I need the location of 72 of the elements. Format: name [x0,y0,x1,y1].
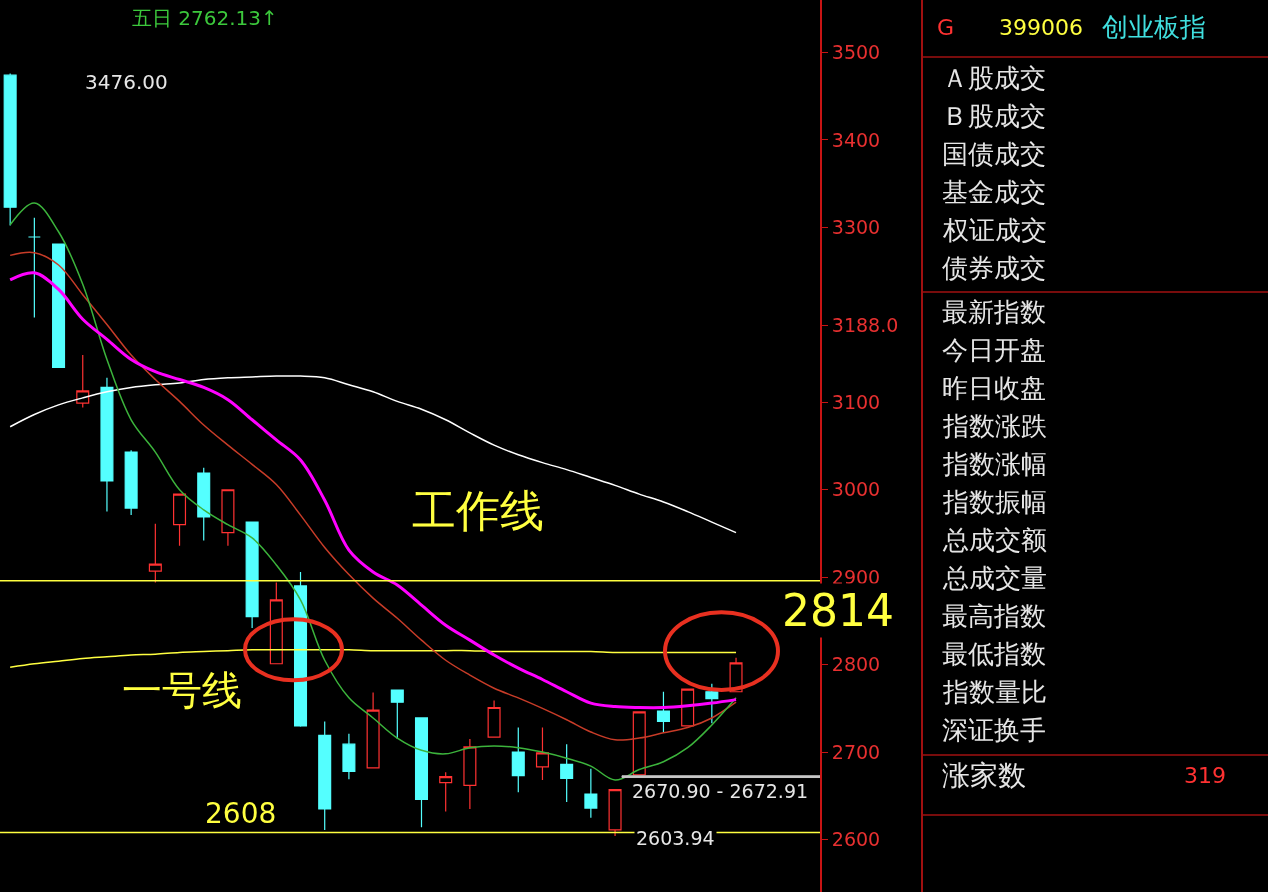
line-series [9,202,737,781]
candlestick [681,688,695,727]
annotation: 五日 2762.13↑ [132,6,278,30]
y-tick-label: 3100 [831,390,881,413]
text: 创业板指 [1102,12,1206,42]
text: 基金成交 [942,177,1046,207]
y-tick-label: 3000 [831,478,881,501]
candlestick [124,449,138,516]
y-tick-label: 2800 [831,653,881,676]
band-label: 2670.90 - 2672.91 [632,780,809,802]
text: 指数涨幅 [942,449,1047,479]
candlestick [269,581,283,665]
candlestick [535,726,549,781]
text: 权证成交 [942,215,1047,245]
text: Ｂ股成交 [942,101,1046,131]
candlestick [173,493,187,547]
ref-line-label: 2608 [205,797,277,830]
text: 最低指数 [942,639,1046,669]
candlestick [366,692,380,769]
annotation: 3476.00 [85,70,168,94]
annotation: 工作线 [412,485,544,536]
line-series [9,648,737,668]
y-tick-label: 2700 [831,740,881,763]
candlestick [414,717,429,828]
text: 最高指数 [942,601,1046,631]
text: 指数量比 [942,677,1047,707]
candlestick [632,711,646,776]
y-tick-label: 3500 [831,41,881,64]
candlestick [3,72,17,227]
text: Ａ股成交 [942,63,1046,93]
text: 399006 [999,15,1083,40]
candlestick [705,683,719,724]
text: 最新指数 [942,297,1046,327]
candlestick [439,771,453,813]
candlestick [100,377,114,513]
text: G [937,15,955,40]
candlestick [608,789,622,837]
text: 国债成交 [942,139,1046,169]
text: 今日开盘 [942,335,1046,365]
candlestick [148,523,162,584]
candlestick [656,691,670,734]
candlestick [390,689,404,740]
y-tick-label: 2900 [831,565,881,588]
y-tick-label: 3188.0 [831,313,899,336]
text: 深证换手 [942,715,1046,745]
candlestick [487,699,501,738]
candlestick [560,743,574,803]
text: 总成交量 [942,563,1047,593]
text: 总成交额 [942,525,1047,555]
candlestick [463,738,477,810]
candlestick [318,720,332,831]
annotation: 一号线 [122,667,242,713]
y-tick-label: 2600 [831,828,881,851]
text: 债券成交 [942,253,1046,283]
y-tick-label: 3300 [831,216,881,239]
candlestick [52,243,66,368]
candlestick [293,571,308,728]
candlestick [197,467,211,542]
text: 涨家数 [942,759,1026,792]
annotation: 2603.94 [636,827,715,849]
candlestick [221,489,235,547]
text: 指数振幅 [942,487,1047,517]
text: 2814 [782,585,894,636]
text: 指数涨跌 [942,411,1047,441]
candlestick [342,733,356,780]
y-tick-label: 3400 [831,128,881,151]
line-series [9,375,737,534]
candlestick [511,726,525,793]
candlestick [245,521,259,629]
text: 319 [1184,763,1226,788]
text: 昨日收盘 [942,373,1046,403]
candlestick [584,768,598,819]
